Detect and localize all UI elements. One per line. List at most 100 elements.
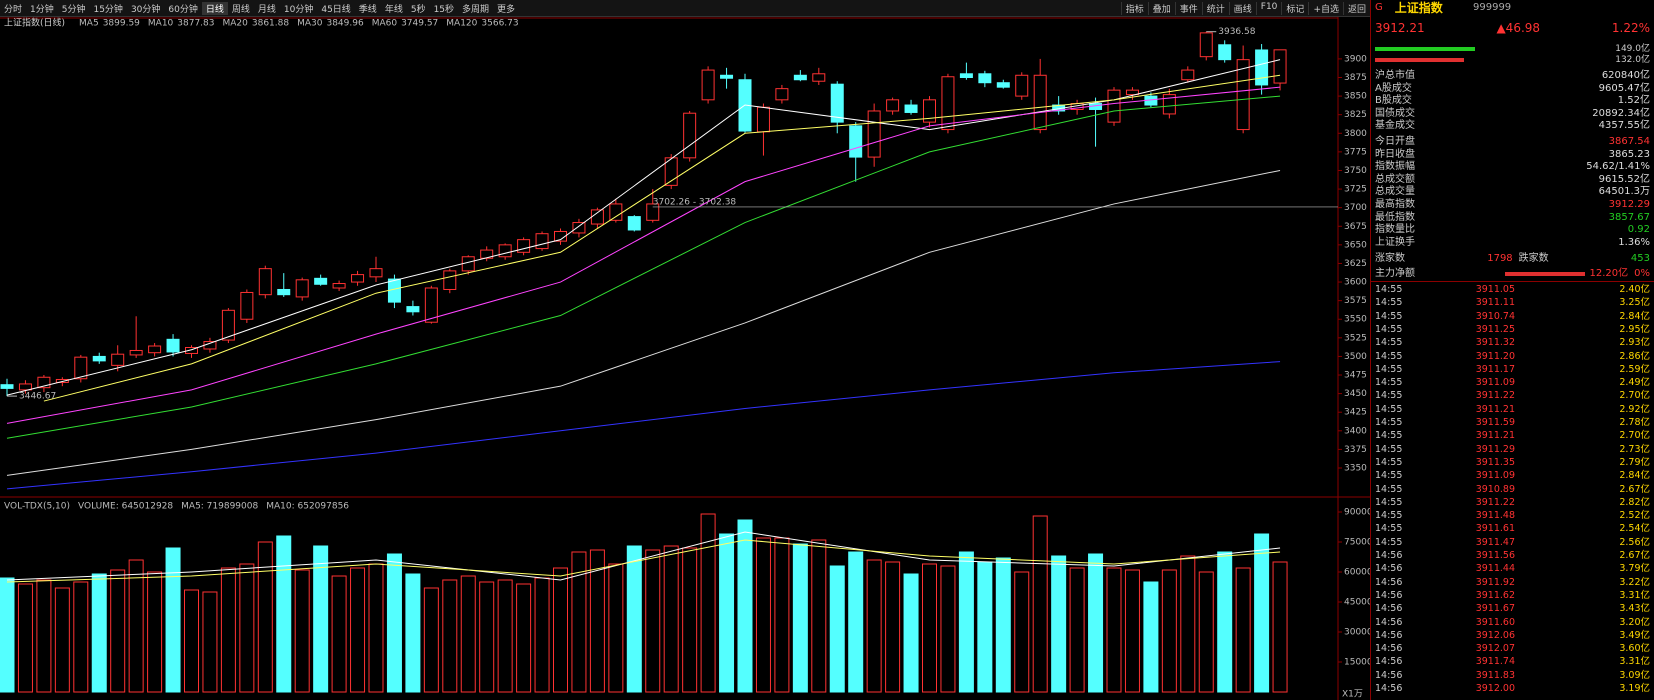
tab[interactable]: 周线 — [231, 4, 250, 15]
tab[interactable]: 15分钟 — [93, 4, 123, 15]
candle-body — [1273, 49, 1287, 84]
stat-value: 620840亿 — [1601, 70, 1650, 81]
tick-price: 3911.11 — [1475, 297, 1515, 309]
tab[interactable]: 更多 — [497, 4, 516, 15]
volume-bar — [737, 519, 753, 693]
tick-row: 14:55 3911.09 2.49亿 — [1375, 377, 1650, 389]
toolbar-button[interactable]: 返回 — [1342, 1, 1370, 15]
code: 999999 — [1473, 2, 1512, 13]
toolbar-button[interactable]: 画线 — [1228, 1, 1256, 15]
stat-row: A股成交 9605.47亿 — [1375, 83, 1650, 95]
volume-bar — [663, 545, 679, 693]
toolbar-button[interactable]: 标记 — [1281, 1, 1308, 15]
candle-body — [203, 341, 217, 350]
candle-body — [812, 73, 826, 82]
tick-row: 14:55 3911.11 3.25亿 — [1375, 297, 1650, 309]
volume-bar — [626, 545, 642, 693]
tick-volume: 2.56亿 — [1619, 536, 1650, 548]
tick-volume: 3.31亿 — [1619, 589, 1650, 601]
candle-body — [92, 355, 106, 362]
stat-label: 最高指数 — [1375, 199, 1415, 210]
y-tick-label: 75000 — [1344, 538, 1370, 548]
tick-price: 3911.09 — [1475, 377, 1515, 389]
candle-body — [1162, 94, 1176, 115]
volume-bar — [128, 559, 144, 693]
ma-line — [43, 74, 1281, 402]
candle-body — [277, 288, 291, 296]
tab[interactable]: 5分钟 — [61, 4, 86, 15]
y-tick-label: 3450 — [1344, 389, 1367, 399]
prefix: G — [1375, 2, 1383, 13]
tick-price: 3911.56 — [1475, 550, 1515, 561]
toolbar-button[interactable]: F10 — [1255, 1, 1282, 15]
candle-body — [314, 277, 328, 285]
tab[interactable]: 60分钟 — [168, 4, 198, 15]
tick-volume: 2.93亿 — [1619, 337, 1650, 349]
y-tick-label: 3675 — [1344, 222, 1367, 232]
toolbar-button[interactable]: 指标 — [1120, 1, 1148, 15]
y-tick-label: 30000 — [1344, 628, 1370, 638]
candle-body — [1107, 89, 1121, 123]
annotation: 3702.26 - 3702.38 — [653, 197, 737, 207]
stat-value: 1.52亿 — [1617, 95, 1650, 107]
tick-row: 14:55 3911.47 2.56亿 — [1375, 537, 1650, 549]
candle-body — [923, 99, 936, 123]
volume-bar — [276, 535, 292, 693]
toolbar-button[interactable]: +自选 — [1308, 1, 1343, 15]
volume-bar — [1143, 581, 1159, 693]
volume-bar — [479, 581, 495, 693]
tab[interactable]: 分时 — [4, 4, 23, 15]
toolbar-button[interactable]: 事件 — [1174, 1, 1202, 15]
volume-bar — [54, 587, 70, 693]
legend-name: MA10 — [148, 19, 174, 29]
tick-volume: 2.59亿 — [1619, 363, 1650, 375]
tab[interactable]: 月线 — [257, 4, 276, 15]
tick-time: 14:56 — [1375, 683, 1403, 694]
tab[interactable]: 日线 — [201, 1, 228, 15]
tick-price: 3911.74 — [1475, 656, 1515, 668]
stat-value: 20892.34亿 — [1592, 107, 1650, 119]
tab[interactable]: 30分钟 — [130, 4, 161, 15]
flow-label: 主力净额 — [1375, 268, 1415, 279]
candle-body — [37, 376, 51, 389]
tab[interactable]: 15秒 — [433, 4, 455, 15]
volume-bar — [534, 577, 550, 693]
tick-row: 14:55 3911.29 2.73亿 — [1375, 444, 1650, 456]
toolbar-button[interactable]: 统计 — [1201, 1, 1229, 15]
tick-row: 14:55 3911.09 2.84亿 — [1375, 470, 1650, 482]
tick-time: 14:56 — [1375, 643, 1403, 655]
tick-volume: 3.09亿 — [1619, 669, 1650, 681]
tab[interactable]: 季线 — [358, 4, 377, 15]
tick-time: 14:55 — [1375, 510, 1403, 522]
y-tick-label: 3650 — [1344, 240, 1367, 250]
stat-label: 指数量比 — [1375, 224, 1415, 236]
y-tick-label: 3800 — [1344, 129, 1367, 139]
up-count: 1798 — [1487, 253, 1513, 264]
stat-label: 最低指数 — [1375, 211, 1415, 223]
stat-row: 沪总市值 620840亿 — [1375, 70, 1650, 82]
volume-bar — [1272, 561, 1288, 693]
tick-price: 3911.05 — [1475, 284, 1515, 295]
stat-value: 3857.67 — [1608, 211, 1650, 223]
tab[interactable]: 5秒 — [410, 4, 426, 15]
tab[interactable]: 年线 — [384, 4, 403, 15]
change-pct: 1.22% — [1611, 21, 1650, 35]
candle-body — [775, 88, 789, 101]
candle-body — [590, 209, 604, 225]
tab[interactable]: 45日线 — [321, 4, 351, 15]
tab[interactable]: 10分钟 — [283, 4, 314, 15]
tick-volume: 2.54亿 — [1619, 523, 1650, 535]
tick-row: 14:55 3911.32 2.93亿 — [1375, 337, 1650, 349]
tick-time: 14:55 — [1375, 363, 1403, 375]
tick-price: 3912.06 — [1475, 629, 1515, 641]
tab[interactable]: 1分钟 — [30, 4, 54, 15]
volume-bar — [1161, 569, 1177, 693]
tab[interactable]: 多周期 — [462, 4, 490, 15]
volume-bar — [958, 551, 974, 693]
stat-label: B股成交 — [1375, 95, 1412, 107]
volume-bar — [257, 541, 273, 693]
tick-time: 14:55 — [1375, 443, 1403, 455]
toolbar-button[interactable]: 叠加 — [1147, 1, 1175, 15]
candle-body — [609, 203, 623, 221]
tick-volume: 3.31亿 — [1619, 656, 1650, 668]
